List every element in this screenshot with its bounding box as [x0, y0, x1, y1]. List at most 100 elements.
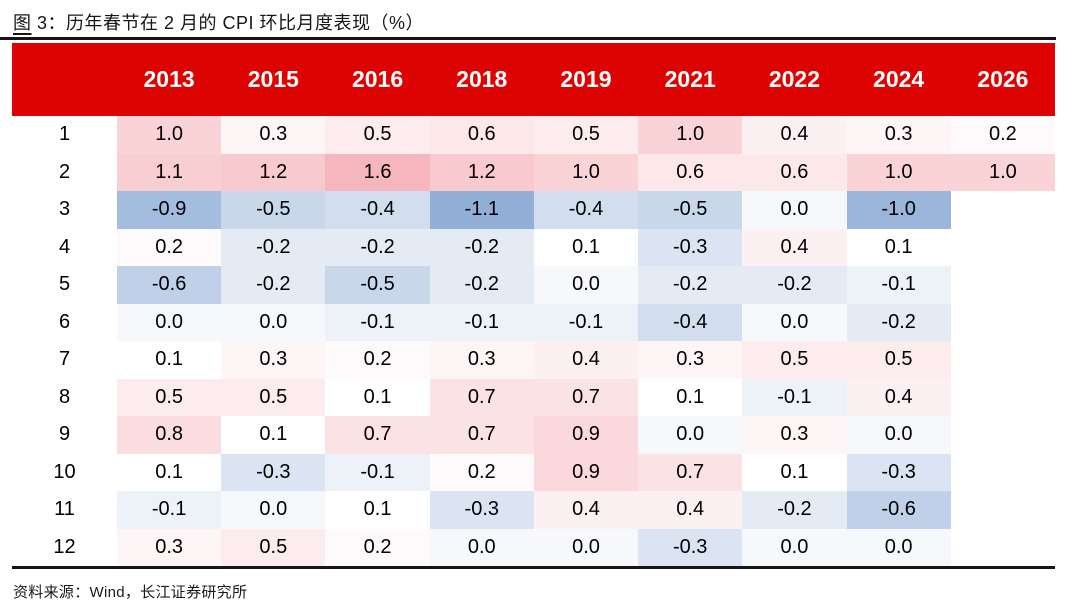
month-label: 4: [12, 228, 117, 266]
value-cell: 0.7: [533, 378, 639, 416]
value-cell: 1.0: [533, 153, 639, 191]
value-cell: 0.4: [742, 228, 847, 266]
month-label: 8: [12, 378, 117, 416]
value-cell: 0.4: [846, 378, 951, 416]
value-cell: 0.7: [429, 378, 534, 416]
value-cell: 0.1: [221, 416, 326, 454]
figure-title: 图 3：历年春节在 2 月的 CPI 环比月度表现（%）: [13, 9, 424, 35]
value-cell: 1.0: [638, 116, 743, 154]
month-label: 1: [12, 116, 117, 154]
value-cell: 0.1: [638, 378, 743, 416]
value-cell: 0.3: [221, 116, 326, 154]
value-cell: 0.4: [533, 341, 639, 379]
value-cell: 0.1: [325, 491, 430, 529]
value-cell: [950, 341, 1055, 379]
value-cell: [950, 191, 1055, 229]
cpi-heatmap-table: 2013 2015 2016 2018 2019 2021 2022 2024 2026 1 1.…: [12, 43, 1055, 566]
value-cell: 0.5: [533, 116, 639, 154]
value-cell: -0.5: [325, 266, 430, 304]
value-cell: -0.1: [846, 266, 951, 304]
value-cell: 0.1: [742, 453, 847, 491]
value-cell: -0.4: [638, 303, 743, 341]
value-cell: 0.0: [742, 191, 847, 229]
source-note: 资料来源：Wind，长江证券研究所: [13, 584, 248, 601]
value-cell: 0.1: [117, 453, 222, 491]
year-header-row: 2013 2015 2016 2018 2019 2021 2022 2024 2026: [12, 43, 1055, 116]
month-row-11: 11 -0.1 0.0 0.1 -0.3 0.4 0.4 -0.2 -0.6: [12, 491, 1055, 529]
value-cell: 0.7: [638, 453, 743, 491]
value-cell: -0.5: [638, 191, 743, 229]
value-cell: 0.9: [533, 453, 639, 491]
value-cell: -0.1: [325, 303, 430, 341]
value-cell: 0.3: [221, 341, 326, 379]
value-cell: 0.2: [950, 116, 1055, 154]
month-label: 9: [12, 416, 117, 454]
value-cell: 0.2: [325, 341, 430, 379]
value-cell: -0.3: [221, 453, 326, 491]
value-cell: [950, 528, 1055, 566]
value-cell: 0.6: [742, 153, 847, 191]
value-cell: 0.0: [221, 491, 326, 529]
value-cell: -0.2: [221, 228, 326, 266]
figure-title-prefix: 图: [13, 13, 32, 33]
year-header-2024: 2024: [846, 43, 951, 116]
year-header-2013: 2013: [117, 43, 222, 116]
value-cell: -0.2: [846, 303, 951, 341]
month-row-1: 1 1.0 0.3 0.5 0.6 0.5 1.0 0.4 0.3 0.2: [12, 116, 1055, 154]
month-label: 5: [12, 266, 117, 304]
value-cell: 0.0: [846, 416, 951, 454]
value-cell: 1.0: [846, 153, 951, 191]
year-header-2016: 2016: [325, 43, 430, 116]
value-cell: 0.7: [429, 416, 534, 454]
year-header-2022: 2022: [742, 43, 847, 116]
value-cell: -0.5: [221, 191, 326, 229]
value-cell: 0.5: [221, 378, 326, 416]
month-row-7: 7 0.1 0.3 0.2 0.3 0.4 0.3 0.5 0.5: [12, 341, 1055, 379]
value-cell: [950, 228, 1055, 266]
value-cell: 1.0: [117, 116, 222, 154]
value-cell: 0.9: [533, 416, 639, 454]
year-header-2019: 2019: [533, 43, 639, 116]
value-cell: 0.0: [742, 528, 847, 566]
value-cell: 0.1: [533, 228, 639, 266]
value-cell: 1.6: [325, 153, 430, 191]
value-cell: -0.2: [429, 228, 534, 266]
value-cell: 0.7: [325, 416, 430, 454]
table-header: 2013 2015 2016 2018 2019 2021 2022 2024 2026: [12, 43, 1055, 116]
table-body: 1 1.0 0.3 0.5 0.6 0.5 1.0 0.4 0.3 0.2 2 1.1 1.2 1.6 1.…: [12, 116, 1055, 566]
value-cell: -0.3: [638, 528, 743, 566]
value-cell: -0.3: [846, 453, 951, 491]
value-cell: [950, 266, 1055, 304]
month-row-12: 12 0.3 0.5 0.2 0.0 0.0 -0.3 0.0 0.0: [12, 528, 1055, 566]
value-cell: 0.4: [638, 491, 743, 529]
value-cell: 0.0: [638, 416, 743, 454]
value-cell: 0.0: [429, 528, 534, 566]
month-row-3: 3 -0.9 -0.5 -0.4 -1.1 -0.4 -0.5 0.0 -1.0: [12, 191, 1055, 229]
title-divider-rule: [0, 37, 1056, 40]
value-cell: -0.3: [429, 491, 534, 529]
month-label: 6: [12, 303, 117, 341]
month-row-8: 8 0.5 0.5 0.1 0.7 0.7 0.1 -0.1 0.4: [12, 378, 1055, 416]
value-cell: 0.5: [221, 528, 326, 566]
value-cell: 0.0: [533, 266, 639, 304]
value-cell: -1.1: [429, 191, 534, 229]
value-cell: -0.1: [117, 491, 222, 529]
value-cell: 0.3: [846, 116, 951, 154]
value-cell: 0.3: [117, 528, 222, 566]
year-header-2018: 2018: [429, 43, 534, 116]
value-cell: -0.2: [325, 228, 430, 266]
value-cell: -0.2: [221, 266, 326, 304]
value-cell: [950, 453, 1055, 491]
value-cell: 1.1: [117, 153, 222, 191]
value-cell: [950, 378, 1055, 416]
value-cell: 0.3: [742, 416, 847, 454]
value-cell: -0.9: [117, 191, 222, 229]
month-row-6: 6 0.0 0.0 -0.1 -0.1 -0.1 -0.4 0.0 -0.2: [12, 303, 1055, 341]
value-cell: 0.2: [117, 228, 222, 266]
value-cell: -0.6: [117, 266, 222, 304]
month-row-5: 5 -0.6 -0.2 -0.5 -0.2 0.0 -0.2 -0.2 -0.1: [12, 266, 1055, 304]
value-cell: 0.3: [429, 341, 534, 379]
value-cell: [950, 416, 1055, 454]
value-cell: 0.2: [325, 528, 430, 566]
month-label: 7: [12, 341, 117, 379]
